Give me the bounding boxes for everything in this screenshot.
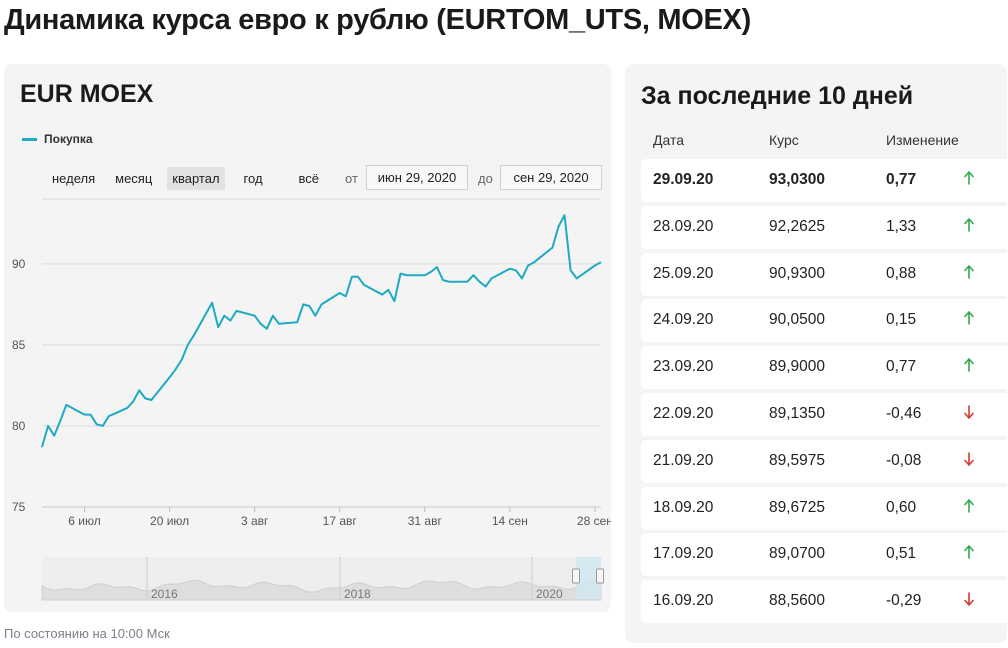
row-rate: 90,9300 <box>769 264 826 282</box>
table-row: 22.09.20 89,1350 -0,46 <box>641 392 1007 436</box>
row-rate: 90,0500 <box>769 311 826 329</box>
row-change: 0,60 <box>886 498 917 516</box>
row-date: 17.09.20 <box>653 545 714 563</box>
arrow-down-icon <box>964 592 974 606</box>
arrow-up-icon <box>964 171 974 185</box>
row-change: 0,77 <box>886 358 917 376</box>
table-card: За последние 10 дней Дата Курс Изменение… <box>625 64 1007 643</box>
x-tick-label: 17 авг <box>323 514 358 528</box>
period-all[interactable]: всё <box>298 170 320 186</box>
table-row: 25.09.20 90,9300 0,88 <box>641 252 1007 296</box>
row-rate: 89,0700 <box>769 545 826 563</box>
exchange-rate-chart[interactable]: 75 80 85 90 6 июл 20 июл 3 авг 17 авг 31 авг 14 с… <box>4 64 611 612</box>
row-rate: 89,5975 <box>769 451 826 469</box>
arrow-up-icon <box>964 545 974 560</box>
row-change: -0,46 <box>886 404 922 422</box>
chart-legend[interactable]: Покупка <box>22 132 93 146</box>
navigator-handle[interactable] <box>572 568 580 584</box>
y-tick-label: 75 <box>12 500 26 514</box>
row-date: 23.09.20 <box>653 358 714 376</box>
rate-table: 29.09.20 93,0300 0,77 28.09.20 92,2625 1,33 25… <box>641 159 1007 627</box>
from-date-input[interactable]: июн 29, 2020 <box>366 165 468 190</box>
y-tick-label: 80 <box>12 419 26 433</box>
row-change: -0,08 <box>886 451 922 469</box>
navigator-year-label: 2016 <box>151 587 178 601</box>
table-row: 23.09.20 89,9000 0,77 <box>641 346 1007 390</box>
row-change: 1,33 <box>886 217 917 235</box>
table-row: 18.09.20 89,6725 0,60 <box>641 486 1007 530</box>
row-change: -0,29 <box>886 592 922 610</box>
navigator-handle[interactable] <box>596 568 604 584</box>
arrow-up-icon <box>964 311 974 326</box>
footnote: По состоянию на 10:00 Мск <box>4 626 170 641</box>
row-change: 0,51 <box>886 545 917 563</box>
chart-card: EUR MOEX Покупка неделя месяц квартал го… <box>4 64 611 612</box>
row-rate: 89,1350 <box>769 404 826 422</box>
to-date-input[interactable]: сен 29, 2020 <box>500 165 602 190</box>
x-tick-label: 31 авг <box>408 514 443 528</box>
page-title: Динамика курса евро к рублю (EURTOM_UTS,… <box>4 4 751 36</box>
row-rate: 92,2625 <box>769 217 826 235</box>
row-rate: 88,5600 <box>769 592 826 610</box>
from-label: от <box>345 171 358 186</box>
navigator-year-label: 2020 <box>536 587 563 601</box>
table-row: 16.09.20 88,5600 -0,29 <box>641 580 1007 624</box>
table-row: 17.09.20 89,0700 0,51 <box>641 533 1007 577</box>
x-tick-label: 20 июл <box>150 514 189 528</box>
row-change: 0,88 <box>886 264 917 282</box>
chart-title: EUR MOEX <box>20 80 154 108</box>
arrow-up-icon <box>964 498 974 513</box>
row-rate: 89,6725 <box>769 498 826 516</box>
arrow-up-icon <box>964 358 974 372</box>
table-header: Дата Курс Изменение <box>625 132 1007 152</box>
row-change: 0,77 <box>886 171 917 188</box>
row-rate: 89,9000 <box>769 358 826 376</box>
table-title: За последние 10 дней <box>641 82 914 110</box>
x-tick-label: 14 сен <box>492 514 528 528</box>
x-tick-label: 3 авг <box>241 514 269 528</box>
x-tick-label: 28 сен <box>577 514 611 528</box>
period-month[interactable]: месяц <box>115 170 153 186</box>
legend-label: Покупка <box>44 132 93 146</box>
table-row: 29.09.20 93,0300 0,77 <box>641 159 1007 202</box>
series-line-purchase <box>41 214 602 448</box>
table-row: 24.09.20 90,0500 0,15 <box>641 299 1007 343</box>
period-week[interactable]: неделя <box>52 170 96 186</box>
row-date: 25.09.20 <box>653 264 714 282</box>
legend-swatch <box>22 137 37 141</box>
to-label: до <box>478 171 493 186</box>
row-date: 22.09.20 <box>653 404 714 422</box>
arrow-up-icon <box>964 217 974 232</box>
row-rate: 93,0300 <box>769 171 826 188</box>
y-tick-label: 85 <box>12 338 26 352</box>
row-date: 18.09.20 <box>653 498 714 516</box>
period-year[interactable]: год <box>243 170 263 186</box>
period-quarter[interactable]: квартал <box>167 166 225 190</box>
table-row: 21.09.20 89,5975 -0,08 <box>641 439 1007 483</box>
period-selector: неделя месяц квартал год всё <box>47 165 334 191</box>
row-change: 0,15 <box>886 311 917 329</box>
header-rate: Курс <box>769 132 799 148</box>
x-tick-label: 6 июл <box>68 514 100 528</box>
header-change: Изменение <box>886 132 959 148</box>
y-tick-label: 90 <box>12 257 26 271</box>
header-date: Дата <box>653 132 685 148</box>
row-date: 16.09.20 <box>653 592 714 610</box>
arrow-down-icon <box>964 451 974 466</box>
arrow-up-icon <box>964 264 974 279</box>
row-date: 21.09.20 <box>653 451 714 469</box>
row-date: 28.09.20 <box>653 217 714 235</box>
arrow-down-icon <box>964 405 974 419</box>
table-row: 28.09.20 92,2625 1,33 <box>641 205 1007 249</box>
navigator-year-label: 2018 <box>344 587 371 601</box>
row-date: 29.09.20 <box>653 171 714 188</box>
row-date: 24.09.20 <box>653 311 714 329</box>
navigator-area <box>41 579 602 601</box>
